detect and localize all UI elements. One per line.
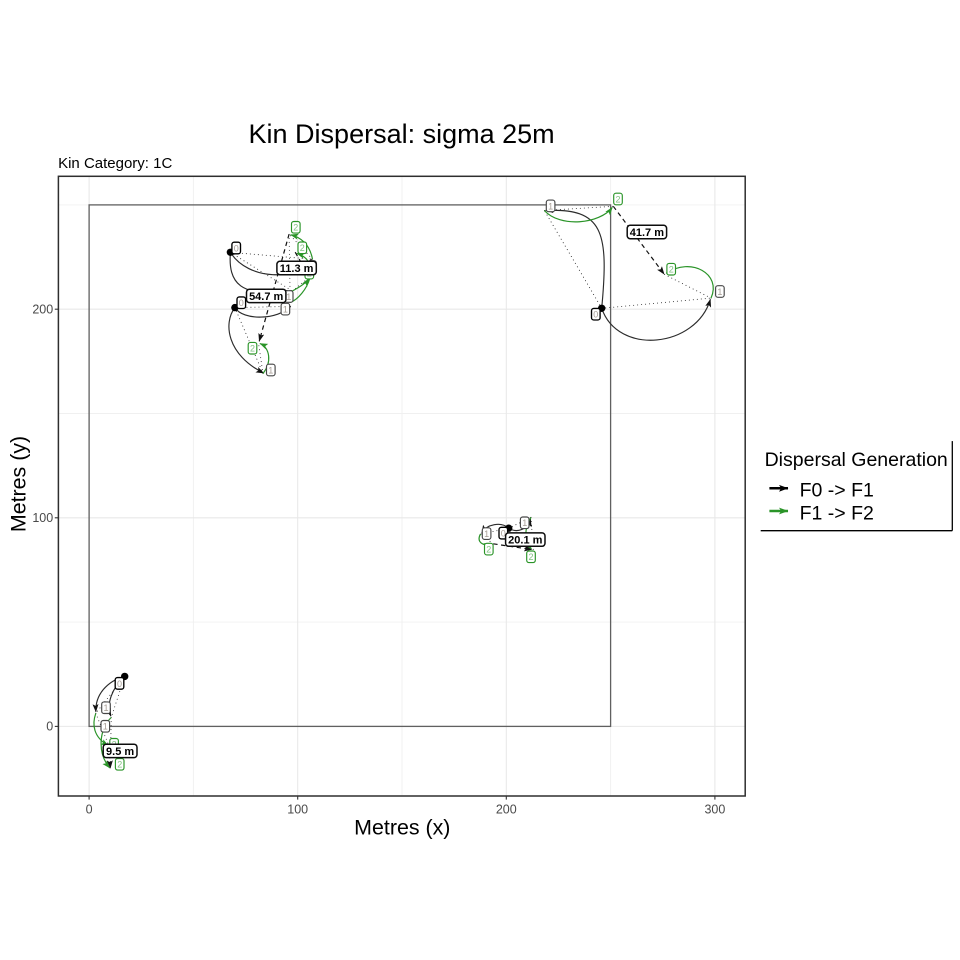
svg-text:1: 1 xyxy=(286,292,291,302)
svg-text:9.5 m: 9.5 m xyxy=(106,746,134,758)
svg-text:41.7 m: 41.7 m xyxy=(630,227,664,239)
svg-text:1: 1 xyxy=(283,305,288,315)
svg-text:11.3 m: 11.3 m xyxy=(280,263,314,275)
svg-text:0: 0 xyxy=(239,298,244,308)
svg-text:0: 0 xyxy=(46,720,53,734)
svg-text:F0 -> F1: F0 -> F1 xyxy=(800,480,874,502)
svg-text:1: 1 xyxy=(103,703,108,713)
svg-text:0: 0 xyxy=(117,679,122,689)
svg-text:0: 0 xyxy=(593,310,598,320)
svg-text:20.1 m: 20.1 m xyxy=(508,535,542,547)
svg-text:1: 1 xyxy=(103,722,108,732)
svg-text:1: 1 xyxy=(268,365,273,375)
svg-text:Kin Category: 1C: Kin Category: 1C xyxy=(58,155,172,172)
svg-text:0: 0 xyxy=(501,529,506,539)
svg-text:0: 0 xyxy=(234,243,239,253)
svg-text:2: 2 xyxy=(250,344,255,354)
svg-text:Dispersal Generation: Dispersal Generation xyxy=(765,449,948,471)
svg-text:1: 1 xyxy=(548,201,553,211)
svg-text:300: 300 xyxy=(704,803,725,817)
svg-text:2: 2 xyxy=(300,243,305,253)
svg-text:Metres (x): Metres (x) xyxy=(354,815,450,839)
svg-text:200: 200 xyxy=(32,303,53,317)
svg-text:2: 2 xyxy=(669,265,674,275)
svg-text:54.7 m: 54.7 m xyxy=(249,291,283,303)
svg-text:1: 1 xyxy=(717,287,722,297)
svg-text:Kin Dispersal: sigma 25m: Kin Dispersal: sigma 25m xyxy=(249,119,555,149)
svg-text:2: 2 xyxy=(528,552,533,562)
svg-text:2: 2 xyxy=(615,194,620,204)
svg-text:2: 2 xyxy=(293,223,298,233)
svg-text:0: 0 xyxy=(86,803,93,817)
svg-text:1: 1 xyxy=(522,518,527,528)
svg-text:100: 100 xyxy=(287,803,308,817)
svg-text:2: 2 xyxy=(486,545,491,555)
svg-text:100: 100 xyxy=(32,511,53,525)
svg-text:Metres (y): Metres (y) xyxy=(7,436,31,532)
svg-text:2: 2 xyxy=(117,760,122,770)
svg-text:F1 -> F2: F1 -> F2 xyxy=(800,502,874,524)
svg-text:200: 200 xyxy=(496,803,517,817)
svg-text:1: 1 xyxy=(484,529,489,539)
